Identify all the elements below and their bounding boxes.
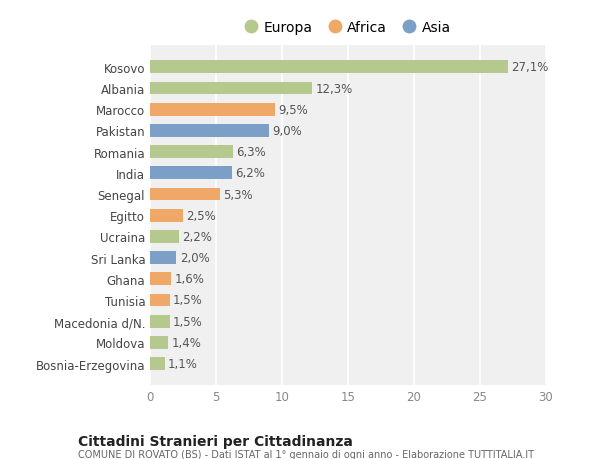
Bar [150,188,220,201]
Bar [150,125,269,138]
Bar [150,294,170,307]
Bar [150,230,179,243]
Text: 12,3%: 12,3% [316,82,353,95]
Legend: Europa, Africa, Asia: Europa, Africa, Asia [239,16,457,40]
Text: 2,0%: 2,0% [180,252,209,264]
Text: 9,5%: 9,5% [278,103,308,117]
Text: Cittadini Stranieri per Cittadinanza: Cittadini Stranieri per Cittadinanza [78,434,353,448]
Text: COMUNE DI ROVATO (BS) - Dati ISTAT al 1° gennaio di ogni anno - Elaborazione TUT: COMUNE DI ROVATO (BS) - Dati ISTAT al 1°… [78,449,534,459]
Text: 9,0%: 9,0% [272,125,302,138]
Bar [150,104,275,116]
Bar [150,83,313,95]
Bar [150,209,183,222]
Bar [150,167,232,180]
Text: 2,5%: 2,5% [187,209,216,222]
Text: 1,5%: 1,5% [173,315,203,328]
Bar [150,358,164,370]
Text: 1,6%: 1,6% [175,273,204,285]
Bar [150,62,508,74]
Text: 6,3%: 6,3% [236,146,266,159]
Text: 27,1%: 27,1% [511,61,548,74]
Bar [150,336,169,349]
Text: 1,1%: 1,1% [168,357,197,370]
Text: 6,2%: 6,2% [235,167,265,180]
Bar [150,252,176,264]
Text: 5,3%: 5,3% [223,188,253,201]
Bar [150,315,170,328]
Text: 1,5%: 1,5% [173,294,203,307]
Bar [150,146,233,159]
Text: 2,2%: 2,2% [182,230,212,243]
Text: 1,4%: 1,4% [172,336,202,349]
Bar [150,273,171,285]
